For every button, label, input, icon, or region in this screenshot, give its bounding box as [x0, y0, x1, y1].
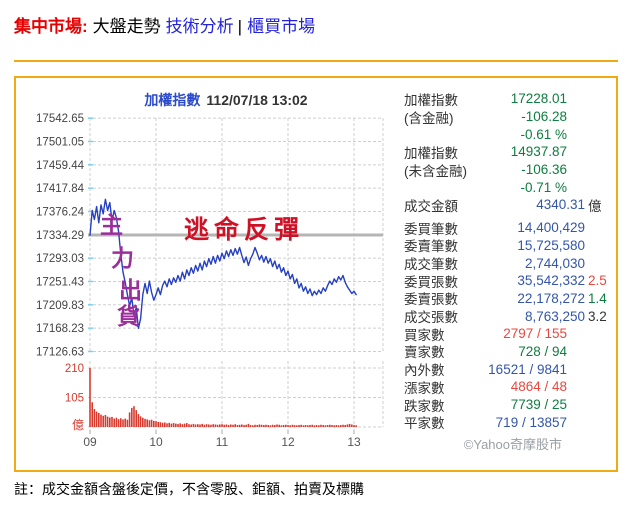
svg-text:17334.29: 17334.29: [36, 230, 84, 242]
stat-label: 成交金額: [404, 198, 458, 214]
stat-value: 35,542,332: [517, 273, 585, 289]
annotation-char: 貨: [117, 303, 140, 330]
annotation-escape-rebound: 逃命反彈: [184, 215, 305, 244]
stat-value: 2,744,030: [524, 255, 585, 271]
svg-text:億: 億: [72, 418, 84, 432]
stat-label: 委賣張數: [404, 292, 458, 308]
svg-text:10: 10: [149, 435, 163, 449]
stat-value: -106.36: [521, 162, 567, 178]
stat-row: 加權指數 17228.01: [404, 90, 612, 108]
stat-row: 跌家數 7739 / 25: [404, 396, 612, 414]
stat-row: 委賣筆數 15,725,580: [404, 237, 612, 255]
link-separator: |: [237, 17, 243, 36]
stat-value: 728 / 94: [518, 343, 567, 359]
footnote: 註：成交金額含盤後定價，不含零股、鉅額、拍賣及標購: [14, 481, 364, 497]
market-summary-box: 加權指數 112/07/18 13:02 17542.65 17501.05 1745…: [14, 76, 618, 472]
stat-row: -0.61 %: [404, 125, 612, 143]
stat-row: 委買筆數 14,400,429: [404, 219, 612, 237]
stat-label: 內外數: [404, 363, 445, 379]
svg-text:17168.23: 17168.23: [36, 323, 84, 335]
stat-row: 漲家數 4864 / 48: [404, 378, 612, 396]
stat-value: -0.61 %: [520, 126, 567, 142]
svg-text:17376.24: 17376.24: [36, 206, 85, 218]
chart-title: 加權指數 112/07/18 13:02: [56, 90, 396, 110]
stat-row: (未含金融) -106.36: [404, 161, 612, 179]
stat-label: (含金融): [404, 110, 454, 126]
stat-row: 成交張數 8,763,250 3.2: [404, 307, 612, 326]
svg-text:17293.03: 17293.03: [36, 253, 84, 265]
stat-value: 719 / 13857: [495, 414, 567, 430]
stat-row: 成交筆數 2,744,030: [404, 254, 612, 273]
stat-row: 買家數 2797 / 155: [404, 325, 612, 343]
stat-row: 內外數 16521 / 9841: [404, 360, 612, 379]
stat-aux: 2.5: [588, 273, 607, 289]
stat-value: 4864 / 48: [510, 379, 567, 395]
svg-text:17542.65: 17542.65: [36, 113, 84, 125]
stat-label: 委買張數: [404, 274, 458, 290]
stat-label: 加權指數: [404, 92, 458, 108]
annotation-char: 出: [119, 277, 142, 304]
stat-label: 跌家數: [404, 398, 445, 414]
svg-text:13: 13: [347, 435, 361, 449]
stat-label: 成交張數: [404, 310, 458, 326]
svg-text:210: 210: [65, 363, 84, 375]
stat-value: 4340.31: [536, 197, 585, 213]
stat-value: 8,763,250: [524, 308, 585, 324]
stat-label: 買家數: [404, 327, 445, 343]
annotation-char: 主: [100, 212, 123, 239]
chart-timestamp: 112/07/18 13:02: [206, 92, 308, 108]
stat-label: 委買筆數: [404, 221, 458, 237]
stat-row: 加權指數 14937.87: [404, 143, 612, 161]
market-stats-panel: 加權指數 17228.01 (含金融) -106.28 -0.61 % 加權指數 14937…: [404, 90, 612, 453]
stat-value: 14,400,429: [517, 220, 585, 236]
stat-row: 平家數 719 / 13857: [404, 413, 612, 432]
svg-text:17126.63: 17126.63: [36, 346, 84, 358]
svg-text:12: 12: [281, 435, 295, 449]
header-divider: [14, 60, 618, 62]
stat-value: 14937.87: [510, 144, 567, 160]
svg-text:17209.83: 17209.83: [36, 300, 84, 312]
stat-value: 2797 / 155: [503, 326, 567, 342]
stat-row: 委賣張數 22,178,272 1.4: [404, 290, 612, 308]
svg-text:09: 09: [83, 435, 97, 449]
page-title: 集中市場:: [14, 17, 88, 36]
stat-value: -106.28: [521, 109, 567, 125]
stat-label: 漲家數: [404, 380, 445, 396]
svg-text:17459.44: 17459.44: [36, 160, 85, 172]
svg-text:17251.43: 17251.43: [36, 276, 84, 288]
stat-row: -0.71 %: [404, 178, 612, 196]
stat-row: 賣家數 728 / 94: [404, 343, 612, 361]
stat-value: 16521 / 9841: [488, 361, 567, 377]
svg-text:105: 105: [65, 393, 84, 405]
link-otc-market[interactable]: 櫃買市場: [247, 17, 316, 36]
stat-value: -0.71 %: [520, 179, 567, 195]
stat-label: 平家數: [404, 416, 445, 432]
stat-aux: 1.4: [588, 290, 607, 306]
stat-label: 賣家數: [404, 345, 445, 361]
stat-value: 17228.01: [510, 91, 567, 107]
link-technical-analysis[interactable]: 技術分析: [165, 17, 234, 36]
svg-text:17417.84: 17417.84: [36, 183, 85, 195]
page-header: 集中市場: 大盤走勢 技術分析 | 櫃買市場: [14, 12, 315, 37]
current-view-label: 大盤走勢: [92, 17, 161, 36]
svg-text:17501.05: 17501.05: [36, 136, 84, 148]
copyright: ©Yahoo奇摩股市: [463, 437, 562, 453]
stat-label: 加權指數: [404, 145, 458, 161]
stat-aux: 億: [588, 198, 602, 214]
stat-label: 成交筆數: [404, 257, 458, 273]
stat-label: (未含金融): [404, 163, 467, 179]
svg-text:11: 11: [216, 435, 229, 449]
stat-aux: 3.2: [588, 308, 607, 324]
stat-row: 成交金額 4340.31 億: [404, 196, 612, 214]
stat-label: 委賣筆數: [404, 239, 458, 255]
index-name: 加權指數: [144, 92, 201, 108]
stat-row: (含金融) -106.28: [404, 108, 612, 126]
price-volume-chart: 17542.65 17501.05 17459.44 17417.84 17376.24…: [36, 113, 384, 449]
stat-value: 15,725,580: [517, 237, 585, 253]
stat-value: 22,178,272: [517, 290, 585, 306]
stat-value: 7739 / 25: [510, 397, 567, 413]
stat-row: 委買張數 35,542,332 2.5: [404, 272, 612, 290]
annotation-char: 力: [111, 245, 134, 272]
